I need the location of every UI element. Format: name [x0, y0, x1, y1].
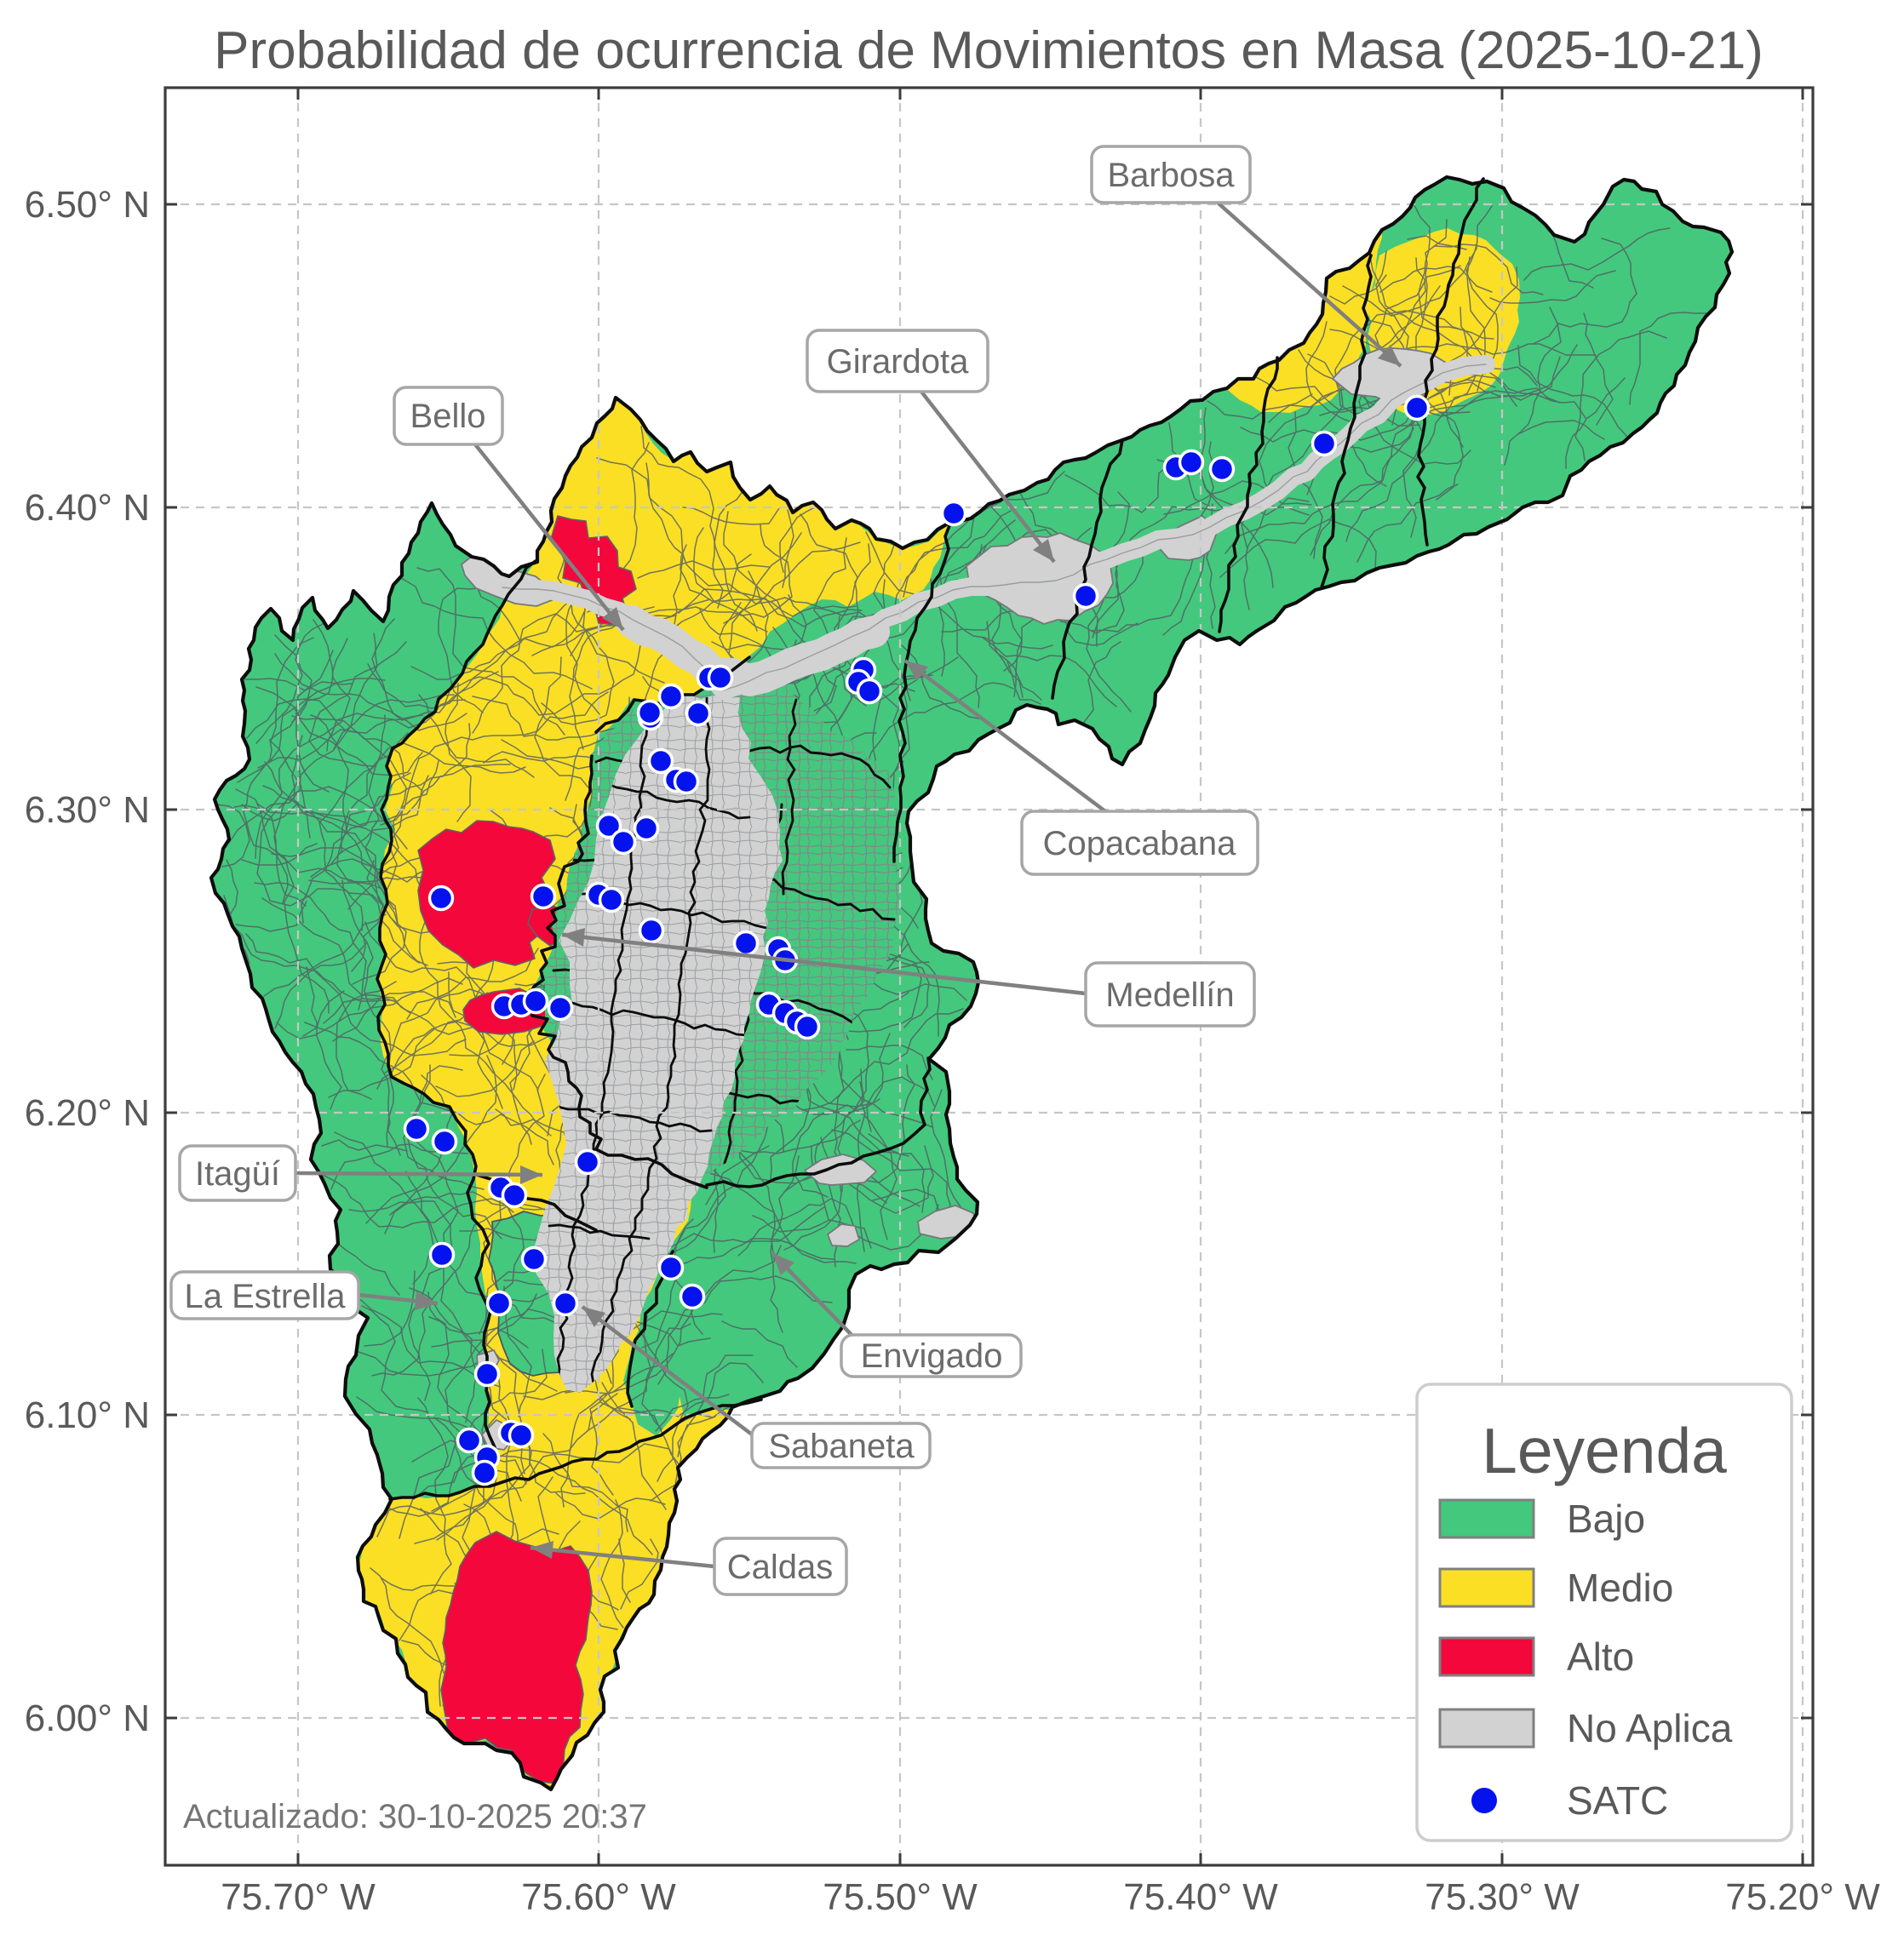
svg-text:Bajo: Bajo — [1567, 1497, 1645, 1541]
svg-text:Leyenda: Leyenda — [1482, 1415, 1727, 1486]
svg-text:Caldas: Caldas — [727, 1549, 834, 1586]
svg-text:Medio: Medio — [1567, 1566, 1673, 1610]
svg-text:6.00° N: 6.00° N — [25, 1698, 150, 1739]
svg-text:La Estrella: La Estrella — [185, 1278, 347, 1315]
svg-text:Alto: Alto — [1567, 1635, 1634, 1679]
svg-text:No Aplica: No Aplica — [1567, 1706, 1733, 1750]
svg-text:SATC: SATC — [1567, 1778, 1668, 1823]
svg-text:75.30° W: 75.30° W — [1425, 1876, 1580, 1918]
svg-text:Envigado: Envigado — [861, 1337, 1003, 1375]
svg-text:Bello: Bello — [410, 398, 486, 435]
svg-text:Girardota: Girardota — [827, 343, 969, 381]
svg-text:75.40° W: 75.40° W — [1123, 1876, 1278, 1918]
svg-text:6.40° N: 6.40° N — [25, 487, 150, 529]
svg-text:Actualizado: 30-10-2025 20:37: Actualizado: 30-10-2025 20:37 — [183, 1798, 647, 1835]
svg-text:6.20° N: 6.20° N — [25, 1092, 150, 1134]
svg-text:Medellín: Medellín — [1105, 976, 1234, 1014]
svg-text:Barbosa: Barbosa — [1108, 157, 1236, 194]
svg-text:Probabilidad de ocurrencia de: Probabilidad de ocurrencia de Movimiento… — [214, 21, 1763, 80]
svg-text:75.70° W: 75.70° W — [221, 1876, 376, 1918]
svg-text:Sabaneta: Sabaneta — [768, 1428, 915, 1465]
svg-text:Copacabana: Copacabana — [1043, 825, 1237, 862]
svg-text:6.50° N: 6.50° N — [25, 184, 150, 226]
svg-text:6.30° N: 6.30° N — [25, 789, 150, 831]
svg-text:6.10° N: 6.10° N — [25, 1394, 150, 1436]
svg-text:Itagüí: Itagüí — [195, 1155, 280, 1193]
svg-text:75.50° W: 75.50° W — [823, 1876, 978, 1918]
svg-text:75.20° W: 75.20° W — [1725, 1876, 1880, 1918]
svg-text:75.60° W: 75.60° W — [521, 1876, 676, 1918]
